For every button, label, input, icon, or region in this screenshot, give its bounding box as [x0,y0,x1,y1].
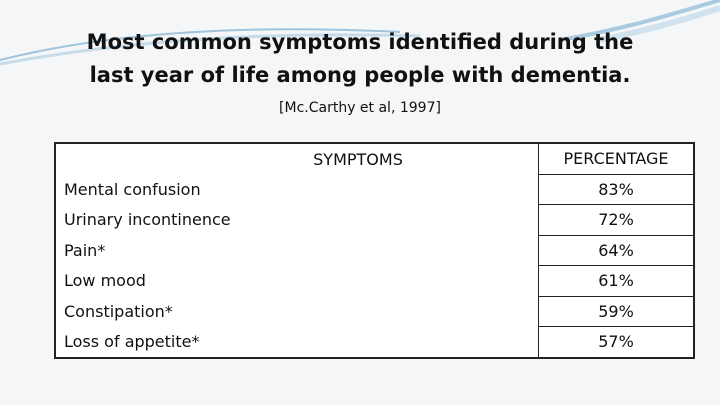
symptom-cell: Constipation* [55,296,539,327]
table-row: Mental confusion 83% [55,174,694,205]
symptom-cell: SYMPTOMS [55,143,539,174]
percentage-cell: 57% [598,332,634,352]
symptom-table: SYMPTOMS PERCENTAGE Mental confusion 83% Uri… [54,142,695,359]
swoosh [0,28,401,61]
table-row: Pain* 64% [55,235,694,266]
percentage-cell: 64% [538,235,694,266]
swoosh [559,0,720,42]
symptom-cell: Low mood [55,265,539,296]
percentage-cell: 59% [538,296,694,327]
swoosh [599,5,720,43]
swoosh [0,33,421,66]
table-row: Urinary incontinence 72% [55,204,694,236]
percentage-cell: 61% [538,265,694,297]
table-row: Low mood 61% [55,265,694,297]
symptom-cell: Pain* [55,235,539,266]
title-line: last year of life among people with deme… [89,63,631,87]
table-row: Constipation* 59% [55,296,694,327]
symptom-cell: Loss of appetite* [55,326,539,358]
table-row: Loss of appetite* 57% [55,326,694,358]
title: Most common symptoms identified during t… [0,26,720,92]
decoration [0,0,720,66]
percentage-cell: 83% [538,174,694,205]
title-line: Most common symptoms identified during t… [86,30,634,54]
citation: [Mc.Carthy et al, 1997] [279,100,441,116]
percentage-cell: 72% [538,204,694,236]
symptom-cell: Urinary incontinence [55,204,539,235]
percentage-cell: PERCENTAGE [538,143,694,175]
header-row: SYMPTOMS PERCENTAGE [55,143,694,175]
symptom-cell: Mental confusion [55,174,539,205]
